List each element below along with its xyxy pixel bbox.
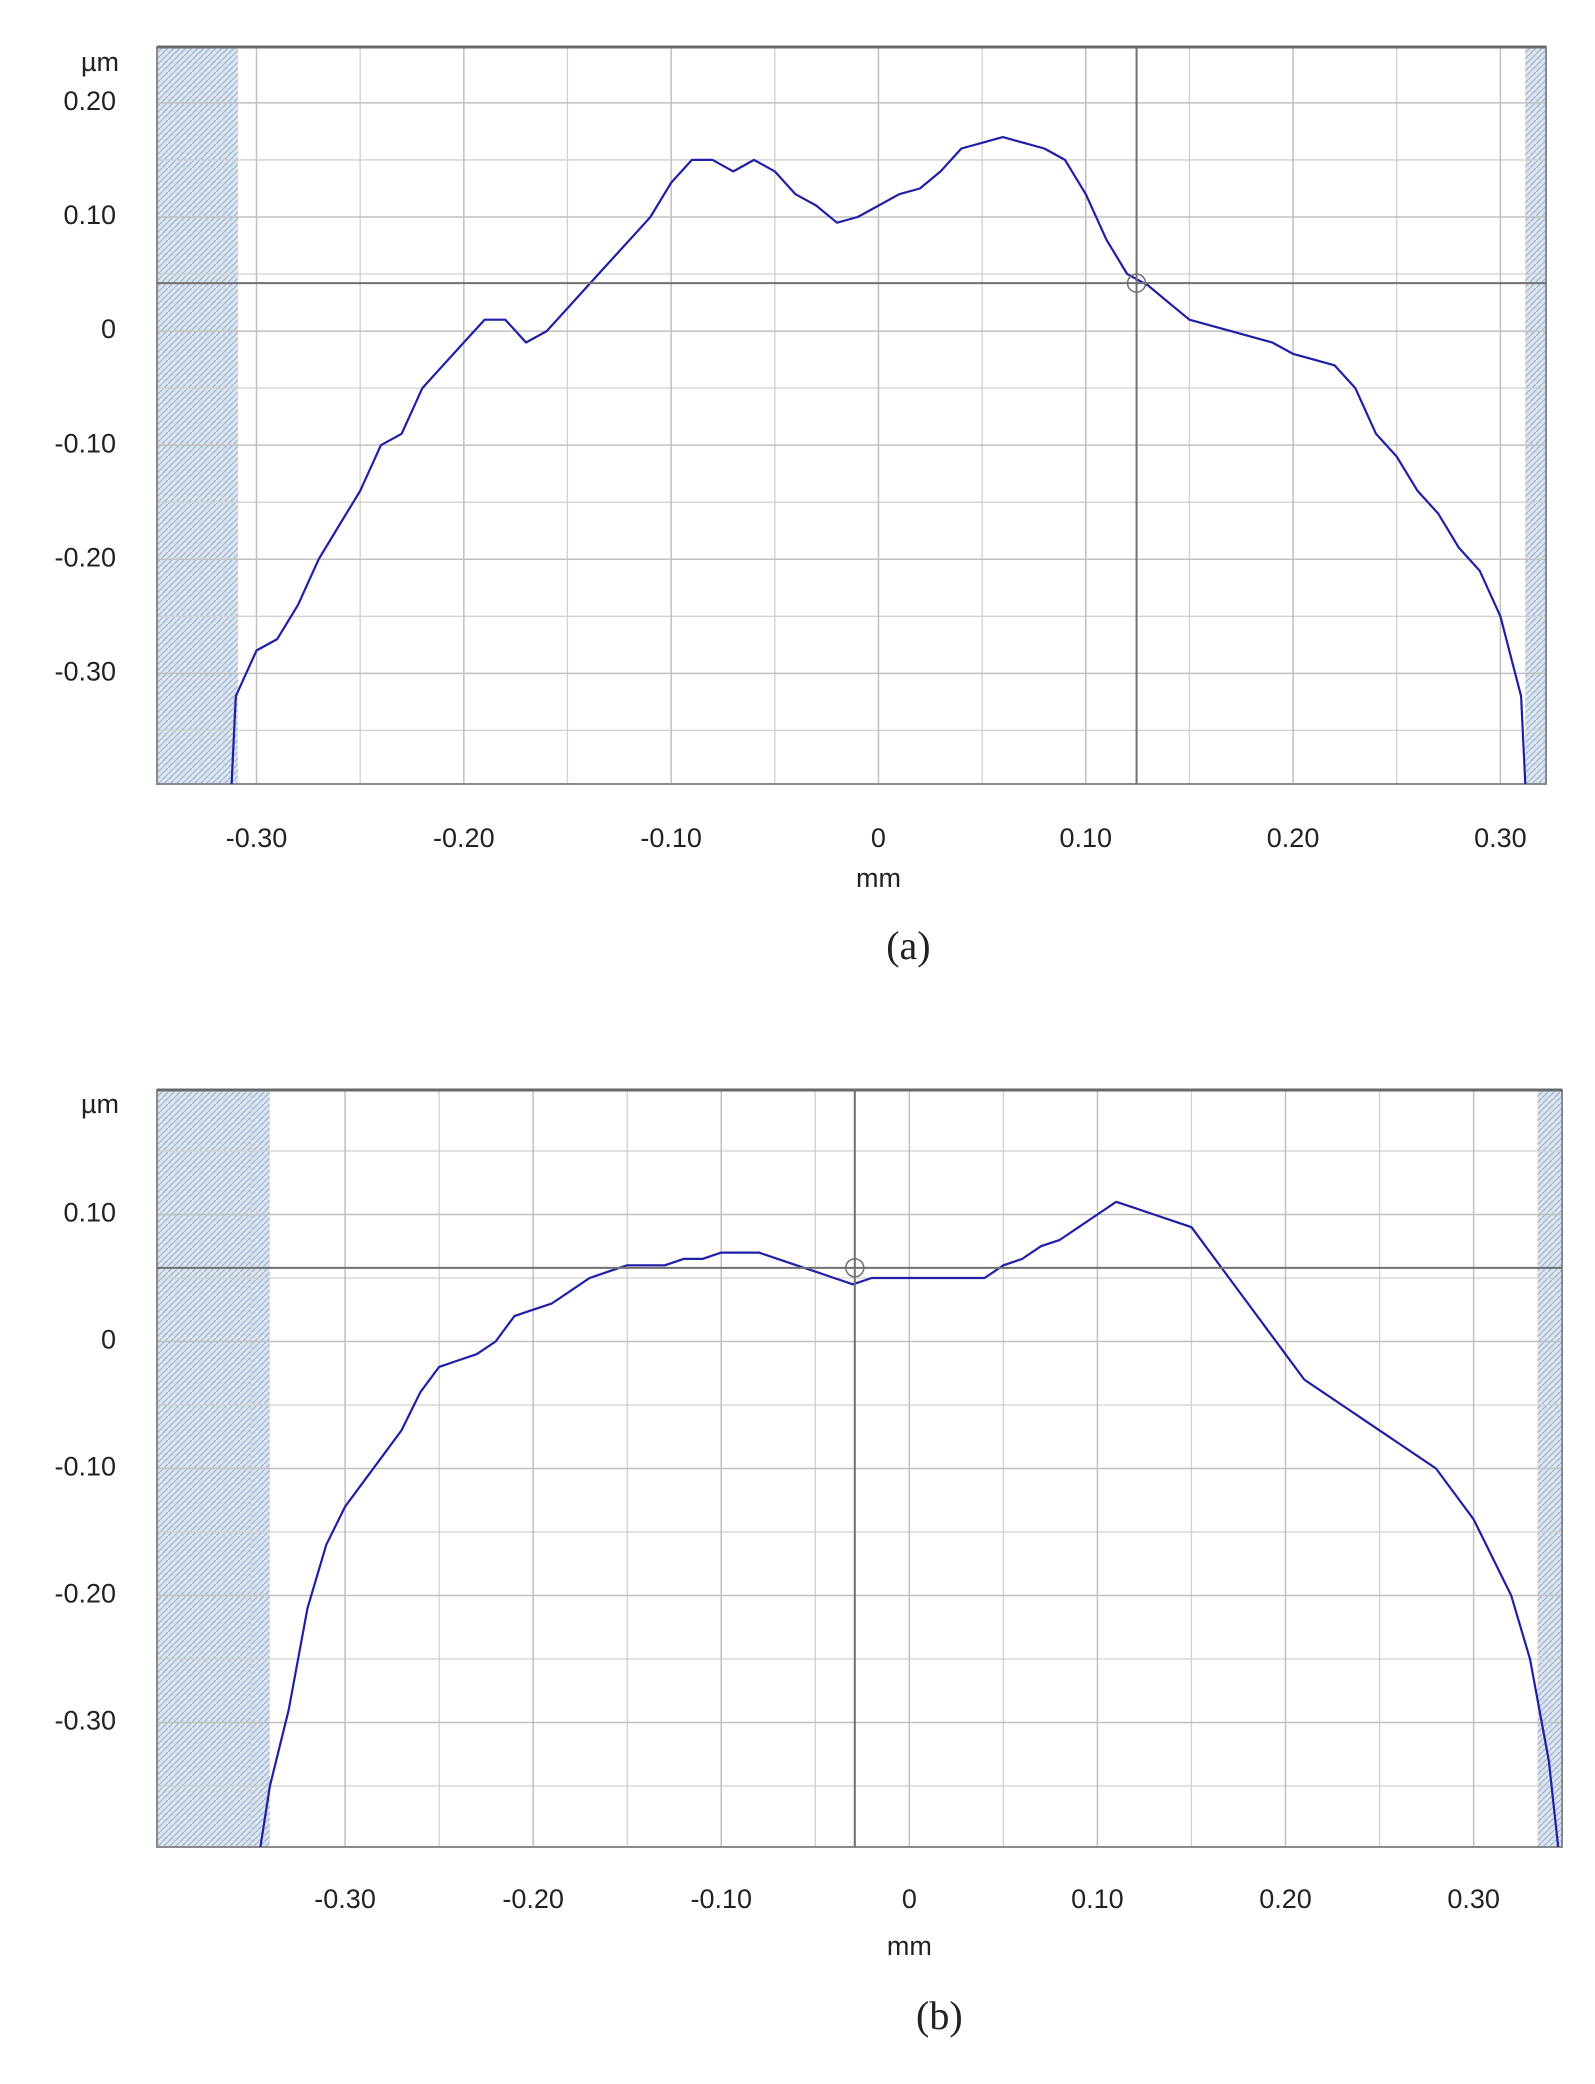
profile-line	[230, 136, 1527, 785]
y-tick-label: 0	[101, 1325, 116, 1355]
cursor-marker	[845, 1258, 865, 1278]
x-axis-label: mm	[887, 1931, 932, 1961]
y-tick-label: 0.10	[63, 200, 116, 230]
y-axis-unit: µm	[81, 1089, 119, 1119]
masked-region	[1525, 47, 1546, 784]
y-tick-label: -0.30	[54, 1706, 116, 1736]
y-tick-label: -0.10	[54, 428, 116, 458]
x-tick-label: -0.10	[690, 1884, 752, 1914]
x-tick-label: 0.10	[1059, 823, 1112, 853]
profile-line	[259, 1200, 1560, 1848]
y-tick-label: 0	[101, 314, 116, 344]
x-tick-label: 0.20	[1259, 1884, 1312, 1914]
masked-region	[157, 47, 238, 784]
x-tick-label: 0	[902, 1884, 917, 1914]
x-tick-label: 0.20	[1267, 823, 1320, 853]
x-tick-label: -0.30	[314, 1884, 376, 1914]
y-tick-label: -0.20	[54, 1579, 116, 1609]
y-tick-label: 0.20	[63, 86, 116, 116]
y-tick-label: 0.10	[63, 1198, 116, 1228]
x-tick-label: 0.10	[1071, 1884, 1124, 1914]
caption: (a)	[886, 923, 930, 968]
x-axis-label: mm	[856, 863, 901, 893]
y-tick-label: -0.20	[54, 542, 116, 572]
x-tick-label: 0.30	[1474, 823, 1527, 853]
y-tick-label: -0.30	[54, 656, 116, 686]
x-tick-label: -0.20	[502, 1884, 564, 1914]
plot-area	[157, 47, 1546, 784]
x-tick-label: 0	[871, 823, 886, 853]
y-axis-unit: µm	[81, 47, 119, 77]
x-tick-label: -0.10	[640, 823, 702, 853]
x-tick-label: -0.20	[433, 823, 495, 853]
x-tick-label: 0.30	[1447, 1884, 1500, 1914]
cursor-marker	[1126, 273, 1147, 293]
y-tick-label: -0.10	[54, 1452, 116, 1482]
caption: (b)	[916, 1993, 963, 2038]
x-tick-label: -0.30	[226, 823, 288, 853]
